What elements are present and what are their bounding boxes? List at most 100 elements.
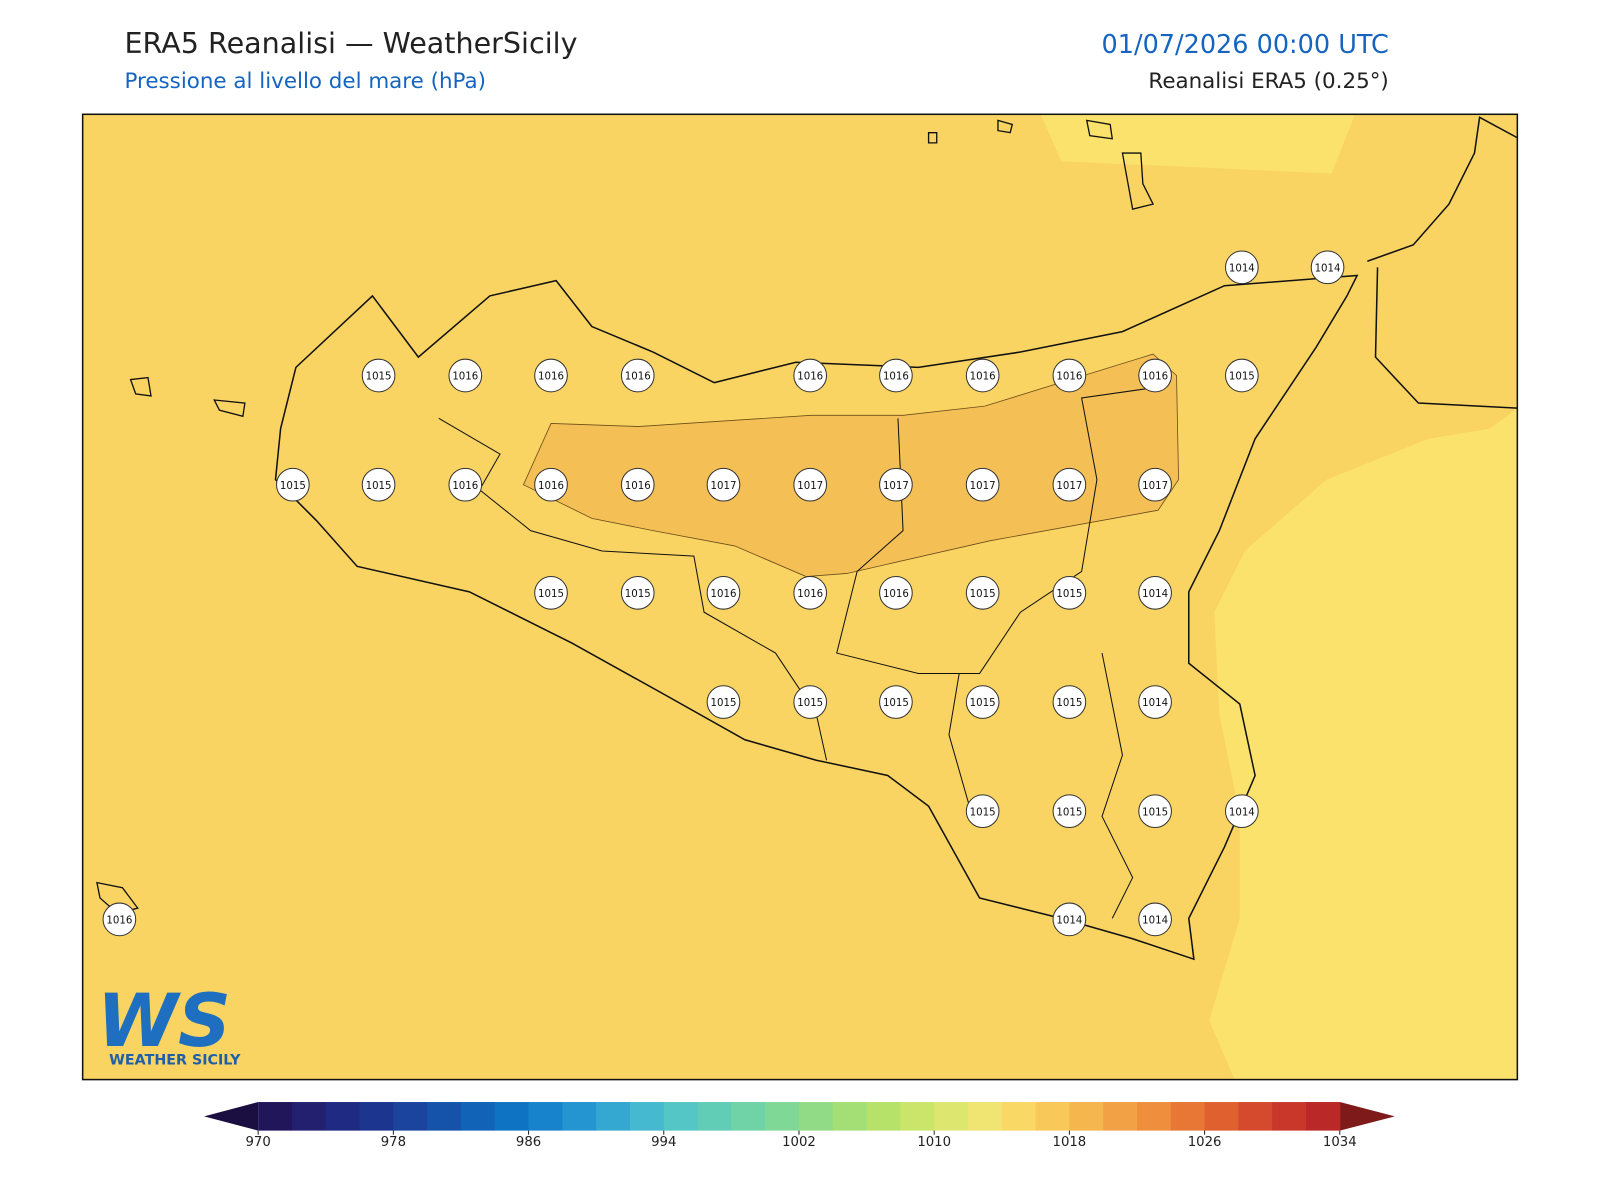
colorbar-cell [1170,1102,1206,1131]
colorbar-under [204,1102,259,1131]
station-value: 1015 [366,481,392,492]
colorbar-cell [1238,1102,1273,1131]
colorbar-cell [731,1102,766,1131]
station-value: 1016 [452,372,478,383]
station-marker [879,358,913,393]
source: Reanalisi ERA5 (0.25°) [1148,69,1388,94]
colorbar-tick-label: 994 [651,1135,676,1150]
colorbar-cell [494,1102,530,1131]
station-marker [1052,794,1087,829]
station-marker [448,358,483,393]
colorbar-tick-label: 986 [516,1135,541,1150]
station-marker [534,358,568,393]
station-value: 1017 [883,481,909,492]
station-value: 1017 [1056,481,1082,492]
station-value: 1015 [625,589,651,600]
colorbar-over [1339,1102,1395,1131]
station-value: 1015 [1056,698,1082,709]
colorbar-tick-label: 1018 [1053,1135,1087,1150]
logo-name: WEATHER SICILY [109,1052,241,1068]
colorbar-cell [1103,1102,1138,1131]
station-value: 1014 [1229,807,1255,818]
station-marker [1310,250,1345,285]
station-marker [706,685,741,719]
subtitle: Pressione al livello del mare (hPa) [124,69,485,94]
station-marker [965,685,1000,719]
station-marker [879,576,913,610]
station-value: 1014 [1056,915,1082,926]
colorbar-cell [596,1102,631,1131]
station-marker [1225,794,1259,829]
station-marker [706,576,741,610]
station-marker [793,685,828,719]
station-value: 1016 [625,481,651,492]
station-marker [534,467,568,502]
station-marker [1138,576,1172,610]
station-marker [620,467,655,502]
station-marker [793,576,828,610]
station-value: 1015 [1229,372,1255,383]
station-value: 1015 [711,698,737,709]
colorbar-cell [1272,1102,1307,1131]
station-marker [1052,576,1087,610]
title: ERA5 Reanalisi — WeatherSicily [124,26,577,60]
station-value: 1016 [797,589,823,600]
station-value: 1016 [625,372,651,383]
station-marker [1052,467,1087,502]
colorbar-tick-label: 970 [246,1135,271,1150]
colorbar-cell [291,1102,327,1131]
coastline [1367,116,1518,409]
colorbar-tick-label: 1034 [1323,1135,1357,1150]
station-marker [1138,467,1172,502]
colorbar-cell [798,1102,834,1131]
station-value: 1014 [1315,263,1341,274]
station-value: 1014 [1142,589,1168,600]
colorbar-cell [1035,1102,1070,1131]
station-marker [965,576,1000,610]
station-marker [1138,902,1172,937]
station-marker [879,685,913,719]
colorbar-cell [562,1102,597,1131]
colorbar-cell [1204,1102,1239,1131]
station-value: 1016 [1056,372,1082,383]
colorbar-cell [359,1102,394,1131]
station-value: 1016 [883,372,909,383]
station-marker [102,902,137,937]
colorbar-cell [393,1102,428,1131]
station-marker [879,467,913,502]
station-marker [1225,250,1259,285]
logo-mark: WS [97,979,231,1064]
station-value: 1016 [538,372,564,383]
station-value: 1015 [366,372,392,383]
colorbar-tick-label: 1010 [917,1135,951,1150]
colorbar: 970 978 986 994 1002 1010 1018 1026 1034 [204,1102,1395,1150]
colorbar-cell [967,1102,1003,1131]
station-value: 1016 [538,481,564,492]
station-marker [965,794,1000,829]
station-value: 1016 [970,372,996,383]
station-value: 1017 [797,481,823,492]
station-marker [361,358,396,393]
station-marker [965,358,1000,393]
colorbar-cell [1069,1102,1104,1131]
station-value: 1015 [970,807,996,818]
colorbar-cell [866,1102,901,1131]
province-border [438,387,1154,919]
colorbar-tick-label: 1026 [1188,1135,1222,1150]
colorbar-cell [427,1102,462,1131]
colorbar-cell [832,1102,868,1131]
colorbar-cell [900,1102,935,1131]
colorbar-cell [1305,1102,1341,1131]
station-marker [793,358,828,393]
station-value: 1016 [1142,372,1168,383]
station-marker [620,358,655,393]
colorbar-cell [663,1102,699,1131]
station-value: 1015 [1056,589,1082,600]
map [81,113,1519,1081]
station-marker [361,467,396,502]
colorbar-cell [460,1102,496,1131]
station-marker [793,467,828,502]
station-value: 1017 [1142,481,1168,492]
colorbar-cell [697,1102,732,1131]
